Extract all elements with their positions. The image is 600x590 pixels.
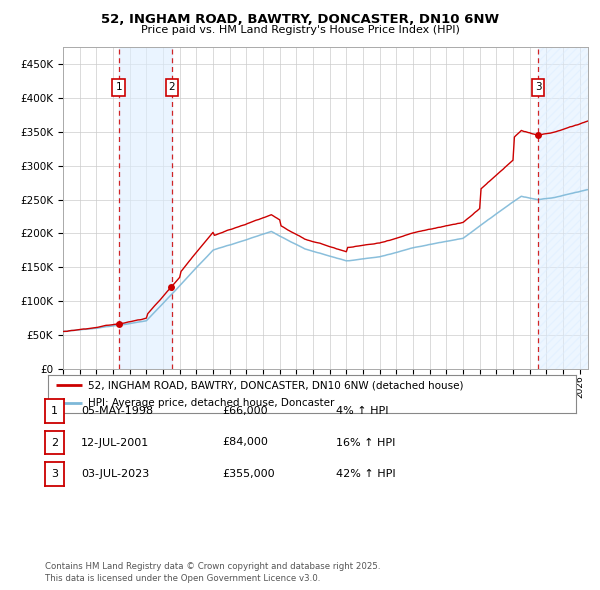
Text: 4% ↑ HPI: 4% ↑ HPI <box>336 407 389 416</box>
Text: 05-MAY-1998: 05-MAY-1998 <box>81 407 153 416</box>
Text: 16% ↑ HPI: 16% ↑ HPI <box>336 438 395 447</box>
Text: 3: 3 <box>535 83 541 93</box>
Text: 12-JUL-2001: 12-JUL-2001 <box>81 438 149 447</box>
Bar <box>119 47 172 369</box>
Text: 52, INGHAM ROAD, BAWTRY, DONCASTER, DN10 6NW (detached house): 52, INGHAM ROAD, BAWTRY, DONCASTER, DN10… <box>88 380 463 390</box>
Text: 52, INGHAM ROAD, BAWTRY, DONCASTER, DN10 6NW: 52, INGHAM ROAD, BAWTRY, DONCASTER, DN10… <box>101 13 499 26</box>
Text: 1: 1 <box>51 407 58 416</box>
Text: 42% ↑ HPI: 42% ↑ HPI <box>336 469 395 478</box>
Text: £355,000: £355,000 <box>222 469 275 478</box>
Text: 2: 2 <box>169 83 175 93</box>
Text: 03-JUL-2023: 03-JUL-2023 <box>81 469 149 478</box>
Text: £84,000: £84,000 <box>222 438 268 447</box>
Text: 3: 3 <box>51 469 58 478</box>
Text: HPI: Average price, detached house, Doncaster: HPI: Average price, detached house, Donc… <box>88 398 334 408</box>
Text: Price paid vs. HM Land Registry's House Price Index (HPI): Price paid vs. HM Land Registry's House … <box>140 25 460 35</box>
Text: 2: 2 <box>51 438 58 447</box>
Text: 1: 1 <box>116 83 122 93</box>
Text: £66,000: £66,000 <box>222 407 268 416</box>
Bar <box>538 47 588 369</box>
Text: Contains HM Land Registry data © Crown copyright and database right 2025.
This d: Contains HM Land Registry data © Crown c… <box>45 562 380 583</box>
